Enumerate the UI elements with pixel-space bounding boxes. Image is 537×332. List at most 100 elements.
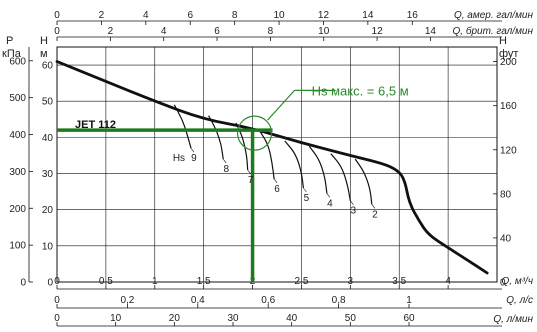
tick-label-lmin: 20 [169, 313, 181, 324]
tick-label-m: 30 [42, 169, 54, 180]
tick-label-usgpm: 10 [273, 10, 285, 21]
axis-label-head-m: H [40, 35, 48, 47]
axes: 00,511,522,533,54Q, м³/ч00,20,40,60,81Q,… [2, 10, 534, 327]
suction-label-2: 2 [372, 209, 378, 220]
tick-label-lmin: 40 [286, 313, 298, 324]
axis-unit-pressure: кПа [2, 48, 22, 60]
tick-label-usgpm: 8 [232, 10, 238, 21]
tick-label-lmin: 10 [110, 313, 122, 324]
tick-label-m3h: 1,5 [197, 276, 211, 287]
tick-label-ft: 80 [500, 189, 512, 200]
tick-label-ls: 0,4 [191, 295, 205, 306]
tick-label-m: 0 [47, 278, 53, 289]
suction-curve-5 [284, 140, 304, 189]
tick-label-ls: 0,8 [332, 295, 346, 306]
tick-label-impgpm: 4 [161, 26, 167, 37]
suction-label-6: 6 [274, 184, 280, 195]
tick-label-ls: 0 [54, 295, 60, 306]
tick-label-ls: 1 [406, 295, 412, 306]
axis-label-pressure: P [6, 35, 13, 47]
suction-leader-7 [247, 169, 251, 175]
suction-label-3: 3 [351, 206, 357, 217]
tick-label-kpa: 0 [20, 278, 26, 289]
suction-leader-8 [222, 158, 227, 164]
tick-label-kpa: 300 [9, 167, 26, 178]
tick-label-ls: 0,2 [120, 295, 134, 306]
suction-curve-2 [354, 158, 373, 205]
tick-label-usgpm: 2 [99, 10, 105, 21]
tick-label-m3h: 3,5 [392, 276, 406, 287]
suction-curve-6 [259, 131, 275, 180]
tick-label-ft: 0 [500, 278, 506, 289]
annotation-leader [267, 89, 295, 121]
suction-label-8: 8 [223, 164, 229, 175]
tick-label-ft: 40 [500, 233, 512, 244]
tick-label-kpa: 400 [9, 130, 26, 141]
tick-label-m: 40 [42, 133, 54, 144]
annotation-hs-max: Hs макс. = 6,5 м [312, 83, 409, 98]
axis-label-lmin: Q, л/мин [493, 314, 533, 325]
tick-label-impgpm: 6 [214, 26, 220, 37]
tick-label-m3h: 2,5 [294, 276, 308, 287]
curves [55, 60, 489, 282]
tick-label-impgpm: 8 [268, 26, 274, 37]
tick-label-lmin: 30 [227, 313, 239, 324]
main-performance-curve [55, 60, 489, 275]
tick-label-m3h: 0 [54, 276, 60, 287]
suction-leader-3 [350, 200, 354, 205]
suction-curve-3 [330, 153, 351, 201]
tick-label-lmin: 50 [345, 313, 357, 324]
tick-label-impgpm: 14 [425, 26, 437, 37]
tick-label-m: 20 [42, 205, 54, 216]
axis-label-ls: Q, л/с [506, 295, 533, 306]
tick-label-m3h: 4 [445, 276, 451, 287]
tick-label-impgpm: 2 [108, 26, 114, 37]
tick-label-impgpm: 10 [318, 26, 330, 37]
tick-label-lmin: 0 [54, 313, 60, 324]
tick-label-impgpm: 12 [372, 26, 384, 37]
axis-unit-head-ft: фут [499, 48, 518, 60]
suction-leader-4 [326, 193, 331, 198]
tick-label-m: 60 [42, 61, 54, 72]
axis-label-usgpm: Q, амер. гал/мин [454, 10, 534, 21]
suction-curve-7 [235, 122, 249, 170]
tick-label-m3h: 0,5 [99, 276, 113, 287]
tick-label-usgpm: 14 [362, 10, 374, 21]
suction-label-9: 9 [191, 153, 197, 164]
tick-label-ft: 120 [500, 145, 517, 156]
tick-label-kpa: 600 [9, 56, 26, 67]
suction-label-7: 7 [248, 175, 254, 186]
suction-label-5: 5 [304, 193, 310, 204]
suction-curve-4 [308, 146, 328, 194]
tick-label-ft: 200 [500, 57, 517, 68]
tick-label-m: 10 [42, 241, 54, 252]
tick-label-impgpm: 0 [54, 26, 60, 37]
model-label: JET 112 [75, 119, 116, 131]
suction-leader-5 [303, 187, 307, 193]
tick-label-kpa: 100 [9, 241, 26, 252]
suction-curve-9 [173, 104, 192, 149]
tick-label-usgpm: 12 [318, 10, 330, 21]
suction-leader-2 [371, 204, 376, 209]
axis-label-head-ft: H [499, 35, 507, 47]
axis-label-m3h: Q, м³/ч [502, 276, 533, 287]
suction-leader-6 [273, 178, 278, 184]
tick-label-usgpm: 16 [407, 10, 419, 21]
tick-label-kpa: 200 [9, 204, 26, 215]
labels: 9 8 7 6 5 4 3 2 Hs Hs макс. = 6,5 м JET 112 [75, 83, 409, 220]
suction-label-4: 4 [327, 198, 333, 209]
operating-point-circle [236, 115, 273, 151]
tick-label-usgpm: 0 [54, 10, 60, 21]
tick-label-usgpm: 4 [143, 10, 149, 21]
tick-label-kpa: 500 [9, 93, 26, 104]
tick-label-ls: 0,6 [261, 295, 275, 306]
plot-border [56, 46, 498, 283]
hs-label: Hs [173, 153, 185, 164]
tick-label-lmin: 60 [403, 313, 415, 324]
axis-unit-head-m: м [40, 48, 48, 60]
tick-label-m: 50 [42, 97, 54, 108]
tick-label-ft: 160 [500, 101, 517, 112]
axis-label-impgpm: Q, брит. гал/мин [453, 25, 534, 37]
suction-leader-9 [190, 148, 195, 153]
tick-label-m3h: 1 [152, 276, 158, 287]
